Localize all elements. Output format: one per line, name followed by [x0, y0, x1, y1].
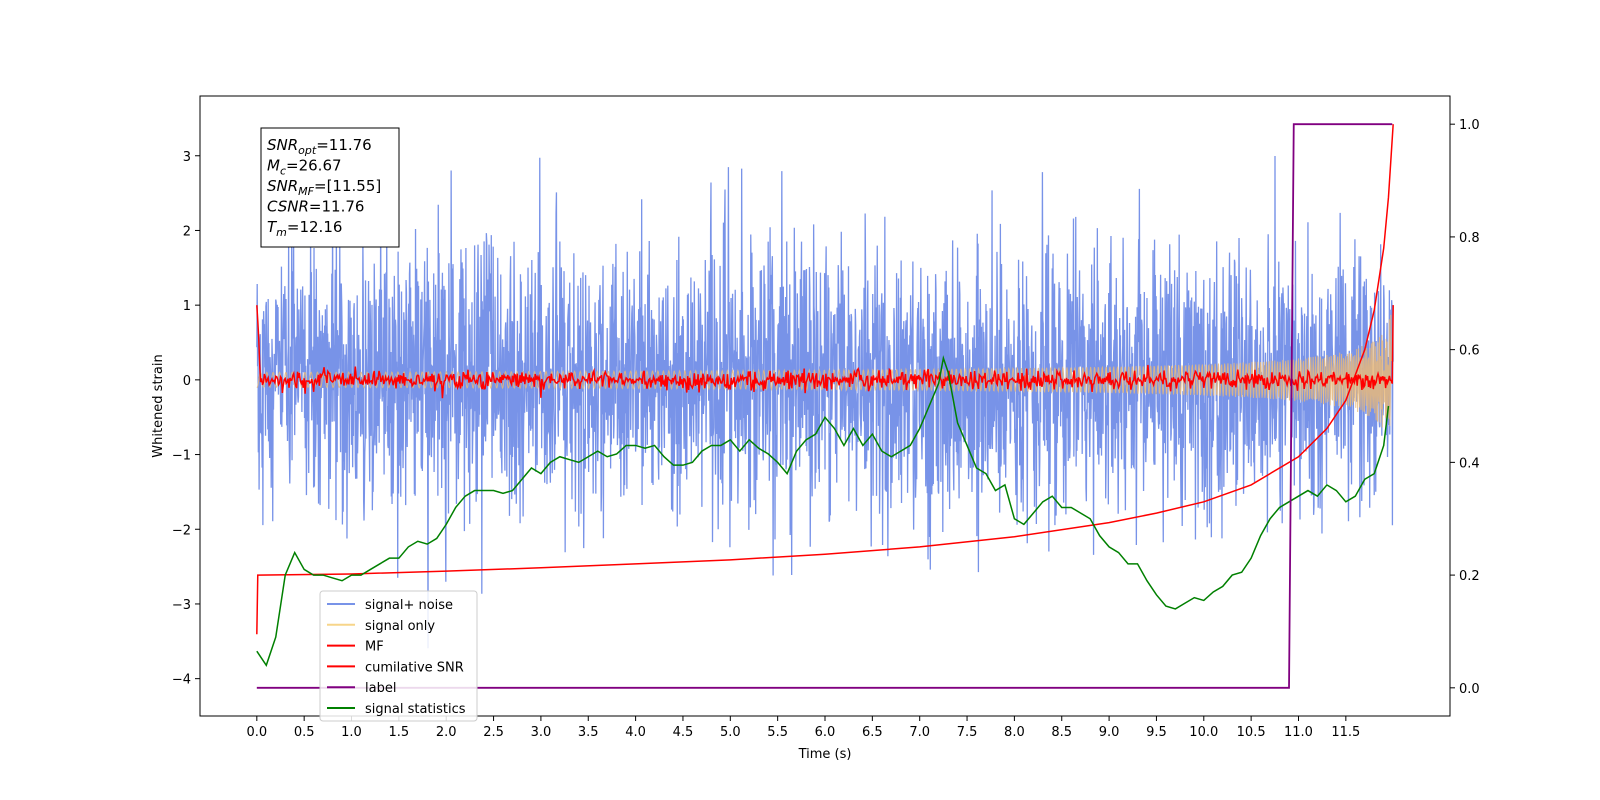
x-tick-label: 0.0: [246, 725, 267, 740]
series-signal-only: [256, 314, 1394, 428]
x-tick-label: 4.0: [625, 725, 646, 740]
x-tick-label: 2.5: [483, 725, 504, 740]
y2-tick-label: 0.8: [1459, 231, 1480, 246]
y-axis-right: 0.0 0.2 0.4 0.6 0.8 1.0: [1450, 118, 1480, 697]
x-tick-label: 5.5: [767, 725, 788, 740]
y2-tick-label: 0.6: [1459, 344, 1480, 359]
x-tick-label: 7.0: [909, 725, 930, 740]
x-tick-label: 1.5: [389, 725, 410, 740]
x-tick-label: 0.5: [294, 725, 315, 740]
y-tick-label: 0: [183, 374, 191, 389]
y-tick-label: 3: [183, 150, 191, 165]
series-signal-statistics: [256, 355, 1390, 667]
series-mf: [256, 305, 1394, 399]
info-box-frame: [260, 127, 400, 248]
info-box: SNRopt=11.76Mc=26.67SNRMF=[11.55]CSNR=11…: [260, 127, 400, 248]
y-tick-label: −2: [172, 523, 191, 538]
y-tick-label: −4: [172, 673, 191, 688]
x-tick-label: 11.5: [1331, 725, 1360, 740]
y-axis-label: Whitened strain: [151, 354, 166, 457]
info-value: =11.76: [309, 198, 365, 216]
y2-tick-label: 0.0: [1459, 682, 1480, 697]
x-tick-label: 8.5: [1051, 725, 1072, 740]
x-tick-label: 11.0: [1284, 725, 1313, 740]
x-tick-label: 4.5: [673, 725, 694, 740]
series-signal-noise: [256, 155, 1394, 649]
info-value: =26.67: [286, 157, 342, 175]
info-box-line: Mc=26.67: [267, 157, 342, 178]
info-box-line: Tm=12.16: [267, 218, 342, 239]
info-symbol: CSNR: [267, 198, 309, 216]
legend-label: cumilative SNR: [365, 660, 464, 675]
info-subscript: MF: [298, 185, 314, 198]
legend-label: signal statistics: [365, 702, 466, 717]
info-symbol: T: [267, 218, 278, 236]
legend-frame: [319, 590, 478, 722]
y2-tick-label: 1.0: [1459, 118, 1480, 133]
y-tick-label: −3: [172, 598, 191, 613]
x-tick-label: 10.5: [1237, 725, 1266, 740]
x-axis: 0.0 0.5 1.0 1.5 2.0 2.5 3.0 3.5 4.0 4.5 5.0 5.5 6.0 6…: [246, 716, 1360, 740]
info-box-line: SNRMF=[11.55]: [267, 177, 381, 198]
x-tick-label: 3.5: [578, 725, 599, 740]
y-tick-label: 2: [183, 224, 191, 239]
y-axis-left: −4 −3 −2 −1 0 1 2 3: [172, 150, 200, 688]
info-symbol: M: [267, 157, 280, 175]
legend: signal+ noise signal only MF cumilative SNR…: [319, 590, 478, 722]
info-symbol: SNR: [267, 177, 298, 195]
series-cumulative-snr: [256, 124, 1394, 635]
series-label: [256, 123, 1393, 689]
info-subscript: opt: [298, 144, 317, 157]
x-tick-label: 1.0: [341, 725, 362, 740]
x-tick-label: 8.0: [1004, 725, 1025, 740]
info-value: =12.16: [287, 218, 343, 236]
y2-tick-label: 0.4: [1459, 456, 1480, 471]
info-subscript: c: [280, 165, 286, 178]
info-symbol: SNR: [267, 136, 298, 154]
info-subscript: m: [276, 226, 287, 239]
info-value: =[11.55]: [314, 177, 381, 195]
y2-tick-label: 0.2: [1459, 569, 1480, 584]
x-tick-label: 9.5: [1146, 725, 1167, 740]
info-value: =11.76: [316, 136, 372, 154]
x-tick-label: 5.0: [720, 725, 741, 740]
legend-label: label: [365, 681, 396, 696]
y-tick-label: 1: [183, 299, 191, 314]
x-tick-label: 7.5: [957, 725, 978, 740]
y-tick-label: −1: [172, 449, 191, 464]
info-box-line: SNRopt=11.76: [267, 136, 372, 157]
x-tick-label: 3.0: [531, 725, 552, 740]
x-tick-label: 6.5: [862, 725, 883, 740]
legend-label: MF: [365, 640, 384, 655]
x-axis-label: Time (s): [798, 747, 852, 762]
legend-label: signal only: [365, 619, 435, 634]
x-tick-label: 2.0: [436, 725, 457, 740]
x-tick-label: 6.0: [815, 725, 836, 740]
x-tick-label: 10.0: [1189, 725, 1218, 740]
legend-label: signal+ noise: [365, 598, 453, 613]
series-layer: [256, 123, 1394, 689]
x-tick-label: 9.0: [1099, 725, 1120, 740]
info-box-line: CSNR=11.76: [267, 198, 364, 216]
